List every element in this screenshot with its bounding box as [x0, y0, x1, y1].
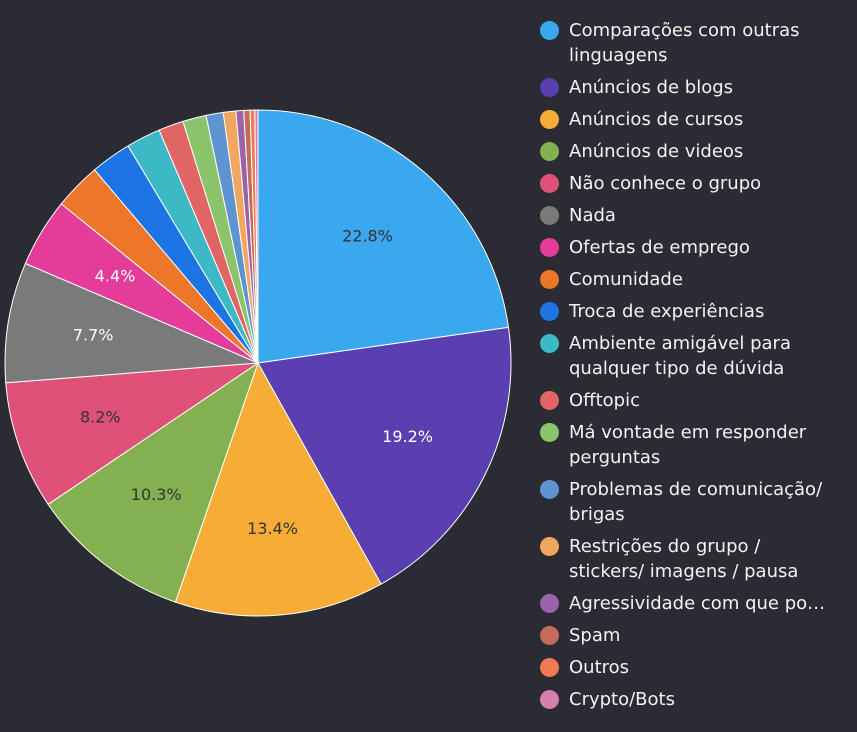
data-labels: 22.8% 19.2% 13.4% 10.3% 8.2% 7.7% 4.4%	[73, 226, 433, 537]
legend-item[interactable]: Agressividade com que po…	[540, 591, 840, 616]
legend-color-swatch	[540, 594, 559, 613]
legend-label: Ambiente amigável para qualquer tipo de …	[569, 333, 791, 379]
legend-label: Nada	[569, 205, 616, 226]
pie-slice[interactable]	[257, 326, 512, 585]
pie-slice[interactable]	[174, 361, 382, 617]
legend-item[interactable]: Spam	[540, 623, 840, 648]
slice-value-label: 22.8%	[342, 226, 393, 245]
legend-label: Outros	[569, 657, 630, 678]
legend-color-swatch	[540, 658, 559, 677]
legend-label: Offtopic	[569, 390, 640, 411]
legend-item[interactable]: Comunidade	[540, 267, 840, 292]
legend-color-swatch	[540, 302, 559, 321]
legend-item[interactable]: Troca de experiências	[540, 299, 840, 324]
pie-slice[interactable]	[4, 262, 259, 384]
pie-slice[interactable]	[47, 361, 259, 603]
pie-slice[interactable]	[5, 362, 260, 505]
legend-label: Anúncios de blogs	[569, 77, 734, 98]
legend-label: Ofertas de emprego	[569, 237, 750, 258]
slice-value-label: 7.7%	[73, 325, 114, 344]
legend-label: Comparações com outras linguagens	[569, 20, 800, 66]
legend-color-swatch	[540, 110, 559, 129]
pie-chart-svg: 22.8% 19.2% 13.4% 10.3% 8.2% 7.7% 4.4%	[4, 109, 512, 617]
pie-slice[interactable]	[254, 109, 259, 364]
legend-item[interactable]: Crypto/Bots	[540, 687, 840, 712]
legend-label: Anúncios de videos	[569, 141, 744, 162]
legend-item[interactable]: Problemas de comunicação/ brigas	[540, 477, 840, 527]
legend-label: Não conhece o grupo	[569, 173, 762, 194]
legend-color-swatch	[540, 270, 559, 289]
legend-label: Crypto/Bots	[569, 689, 675, 710]
slice-value-label: 8.2%	[80, 408, 121, 427]
pie-slice[interactable]	[257, 109, 510, 364]
legend-item[interactable]: Restrições do grupo / stickers/ imagens …	[540, 534, 840, 584]
legend-color-swatch	[540, 334, 559, 353]
legend-item[interactable]: Ambiente amigável para qualquer tipo de …	[540, 331, 840, 381]
chart-legend: Comparações com outras linguagens Anúncio…	[540, 18, 840, 719]
legend-item[interactable]: Outros	[540, 655, 840, 680]
legend-item[interactable]: Anúncios de cursos	[540, 107, 840, 132]
legend-label: Comunidade	[569, 269, 683, 290]
legend-color-swatch	[540, 78, 559, 97]
legend-item[interactable]: Má vontade em responder perguntas	[540, 420, 840, 470]
legend-label: Spam	[569, 625, 621, 646]
legend-color-swatch	[540, 537, 559, 556]
legend-item[interactable]: Offtopic	[540, 388, 840, 413]
legend-color-swatch	[540, 21, 559, 40]
legend-color-swatch	[540, 174, 559, 193]
legend-label: Restrições do grupo / stickers/ imagens …	[569, 536, 799, 582]
legend-label: Agressividade com que po…	[569, 593, 826, 614]
legend-color-swatch	[540, 626, 559, 645]
legend-item[interactable]: Nada	[540, 203, 840, 228]
legend-color-swatch	[540, 206, 559, 225]
legend-item[interactable]: Anúncios de videos	[540, 139, 840, 164]
legend-item[interactable]: Ofertas de emprego	[540, 235, 840, 260]
slice-value-label: 13.4%	[247, 519, 298, 538]
legend-color-swatch	[540, 391, 559, 410]
legend-item[interactable]: Não conhece o grupo	[540, 171, 840, 196]
legend-label: Troca de experiências	[569, 301, 765, 322]
slice-value-label: 19.2%	[382, 427, 433, 446]
legend-color-swatch	[540, 423, 559, 442]
pie-chart: 22.8% 19.2% 13.4% 10.3% 8.2% 7.7% 4.4%	[4, 109, 512, 617]
legend-label: Anúncios de cursos	[569, 109, 744, 130]
slice-value-label: 4.4%	[95, 266, 136, 285]
legend-label: Problemas de comunicação/ brigas	[569, 479, 823, 525]
slice-value-label: 10.3%	[131, 485, 182, 504]
legend-color-swatch	[540, 238, 559, 257]
legend-color-swatch	[540, 480, 559, 499]
legend-item[interactable]: Comparações com outras linguagens	[540, 18, 840, 68]
legend-color-swatch	[540, 142, 559, 161]
legend-color-swatch	[540, 690, 559, 709]
legend-label: Má vontade em responder perguntas	[569, 422, 807, 468]
legend-item[interactable]: Anúncios de blogs	[540, 75, 840, 100]
